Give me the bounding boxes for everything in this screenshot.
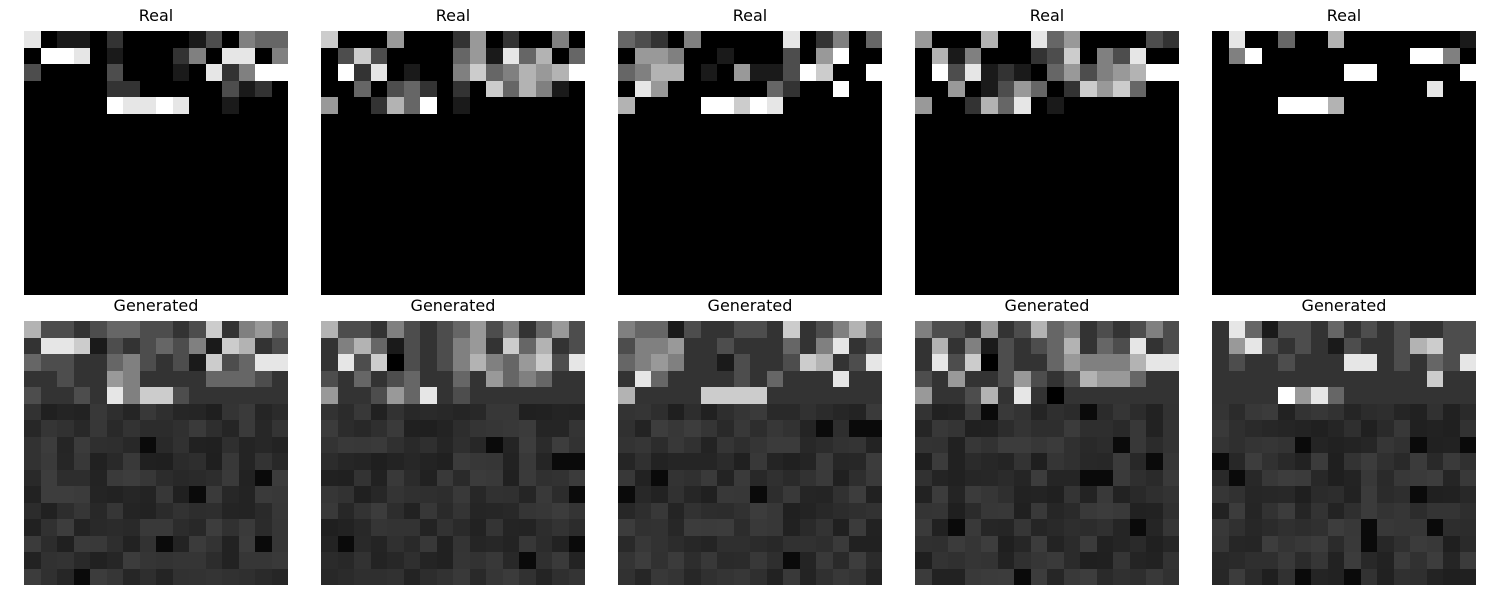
real-image [321, 31, 585, 295]
panel-title: Real [138, 6, 174, 25]
panel-title: Generated [113, 296, 199, 315]
generated-image [915, 321, 1179, 585]
real-image [24, 31, 288, 295]
real-image [915, 31, 1179, 295]
panel-title: Real [1326, 6, 1362, 25]
generated-image [321, 321, 585, 585]
generated-image [24, 321, 288, 585]
real-image [1212, 31, 1476, 295]
panel-title: Real [1029, 6, 1065, 25]
panel-title: Generated [707, 296, 793, 315]
panel-title: Generated [1301, 296, 1387, 315]
generated-image [1212, 321, 1476, 585]
panel-title: Real [435, 6, 471, 25]
panel-title: Generated [1004, 296, 1090, 315]
panel-title: Real [732, 6, 768, 25]
generated-image [618, 321, 882, 585]
real-image [618, 31, 882, 295]
panel-title: Generated [410, 296, 496, 315]
